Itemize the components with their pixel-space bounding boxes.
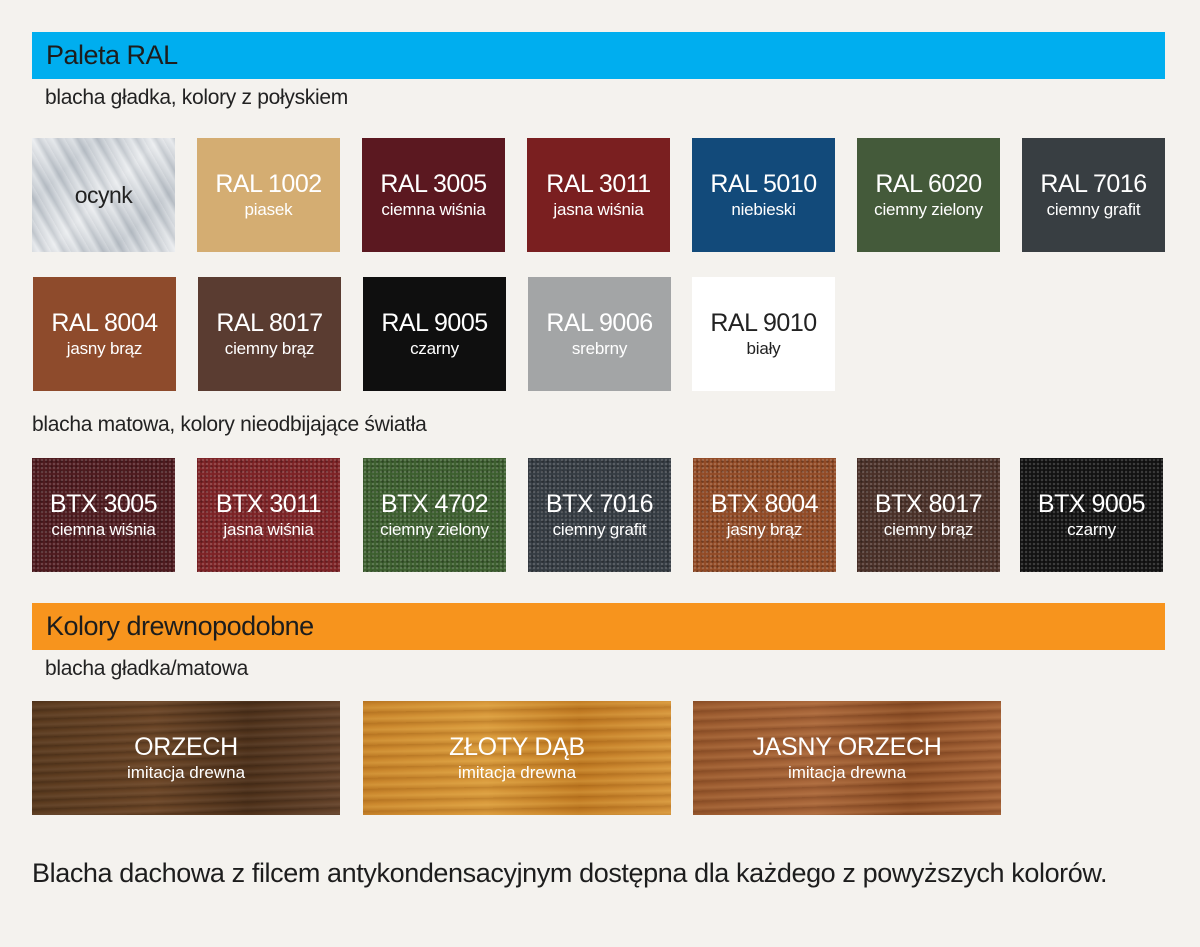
swatch-code: BTX 7016	[545, 490, 654, 518]
swatch-code: BTX 3011	[215, 490, 322, 518]
swatch-code: BTX 4702	[380, 490, 489, 518]
ral-palette-header: Paleta RAL	[32, 32, 1165, 79]
swatch-ral-9006[interactable]: RAL 9006 srebrny	[528, 277, 671, 391]
swatch-name: ciemny brąz	[224, 339, 315, 358]
swatch-name: ciemna wiśnia	[51, 520, 156, 539]
swatch-name: ciemny brąz	[883, 520, 974, 539]
swatch-btx-4702[interactable]: BTX 4702 ciemny zielony	[363, 458, 506, 572]
swatch-name: ciemny zielony	[380, 520, 489, 539]
swatch-code: JASNY ORZECH	[752, 733, 942, 761]
swatch-name: ciemny grafit	[552, 520, 647, 539]
swatch-name: niebieski	[731, 200, 796, 219]
footer-note: Blacha dachowa z filcem antykondensacyjn…	[32, 858, 1108, 888]
swatch-name: czarny	[410, 339, 459, 358]
wood-colors-header: Kolory drewnopodobne	[32, 603, 1165, 650]
swatch-code: RAL 9010	[710, 309, 817, 337]
swatch-ral-9010[interactable]: RAL 9010 biały	[692, 277, 835, 391]
swatch-code: BTX 8017	[874, 490, 983, 518]
swatch-name: ciemny grafit	[1046, 200, 1141, 219]
swatch-ral-9005[interactable]: RAL 9005 czarny	[363, 277, 506, 391]
wood-subtitle: blacha gładka/matowa	[45, 657, 248, 680]
swatch-ral-8004[interactable]: RAL 8004 jasny brąz	[33, 277, 176, 391]
ral-palette-title: Paleta RAL	[46, 40, 178, 70]
swatch-code: BTX 3005	[49, 490, 158, 518]
swatch-ral-3011[interactable]: RAL 3011 jasna wiśnia	[527, 138, 670, 252]
swatch-ocynk[interactable]: ocynk	[32, 138, 175, 252]
swatch-ral-1002[interactable]: RAL 1002 piasek	[197, 138, 340, 252]
matte-subtitle: blacha matowa, kolory nieodbijające świa…	[32, 413, 427, 436]
swatch-orzech[interactable]: ORZECH imitacja drewna	[32, 701, 340, 815]
swatch-ral-7016[interactable]: RAL 7016 ciemny grafit	[1022, 138, 1165, 252]
swatch-code: RAL 5010	[710, 170, 817, 198]
swatch-code: RAL 9005	[381, 309, 488, 337]
swatch-btx-3005[interactable]: BTX 3005 ciemna wiśnia	[32, 458, 175, 572]
swatch-code: RAL 6020	[875, 170, 982, 198]
swatch-name: czarny	[1067, 520, 1116, 539]
swatch-name: ocynk	[74, 182, 133, 208]
swatch-name: piasek	[244, 200, 293, 219]
swatch-code: ORZECH	[134, 733, 238, 761]
swatch-code: RAL 3005	[380, 170, 487, 198]
swatch-code: RAL 1002	[215, 170, 322, 198]
swatch-code: BTX 9005	[1037, 490, 1146, 518]
swatch-name: imitacja drewna	[787, 763, 907, 782]
swatch-name: ciemna wiśnia	[381, 200, 486, 219]
swatch-code: BTX 8004	[710, 490, 819, 518]
swatch-code: RAL 8004	[51, 309, 158, 337]
swatch-code: RAL 8017	[216, 309, 323, 337]
swatch-zloty-dab[interactable]: ZŁOTY DĄB imitacja drewna	[363, 701, 671, 815]
swatch-btx-7016[interactable]: BTX 7016 ciemny grafit	[528, 458, 671, 572]
swatch-name: ciemny zielony	[874, 200, 983, 219]
swatch-name: imitacja drewna	[457, 763, 577, 782]
swatch-name: imitacja drewna	[126, 763, 246, 782]
swatch-jasny-orzech[interactable]: JASNY ORZECH imitacja drewna	[693, 701, 1001, 815]
swatch-ral-8017[interactable]: RAL 8017 ciemny brąz	[198, 277, 341, 391]
swatch-ral-6020[interactable]: RAL 6020 ciemny zielony	[857, 138, 1000, 252]
swatch-name: jasna wiśnia	[553, 200, 644, 219]
swatch-name: jasny brąz	[726, 520, 803, 539]
swatch-name: srebrny	[571, 339, 628, 358]
swatch-name: biały	[746, 339, 781, 358]
swatch-ral-3005[interactable]: RAL 3005 ciemna wiśnia	[362, 138, 505, 252]
swatch-name: jasna wiśnia	[223, 520, 314, 539]
swatch-btx-8017[interactable]: BTX 8017 ciemny brąz	[857, 458, 1000, 572]
swatch-code: ZŁOTY DĄB	[449, 733, 585, 761]
swatch-code: RAL 3011	[546, 170, 651, 198]
swatch-btx-8004[interactable]: BTX 8004 jasny brąz	[693, 458, 836, 572]
glossy-subtitle: blacha gładka, kolory z połyskiem	[45, 86, 348, 109]
wood-colors-title: Kolory drewnopodobne	[46, 611, 314, 641]
swatch-code: RAL 7016	[1040, 170, 1147, 198]
swatch-ral-5010[interactable]: RAL 5010 niebieski	[692, 138, 835, 252]
swatch-code: RAL 9006	[546, 309, 653, 337]
swatch-btx-9005[interactable]: BTX 9005 czarny	[1020, 458, 1163, 572]
swatch-btx-3011[interactable]: BTX 3011 jasna wiśnia	[197, 458, 340, 572]
swatch-name: jasny brąz	[66, 339, 143, 358]
